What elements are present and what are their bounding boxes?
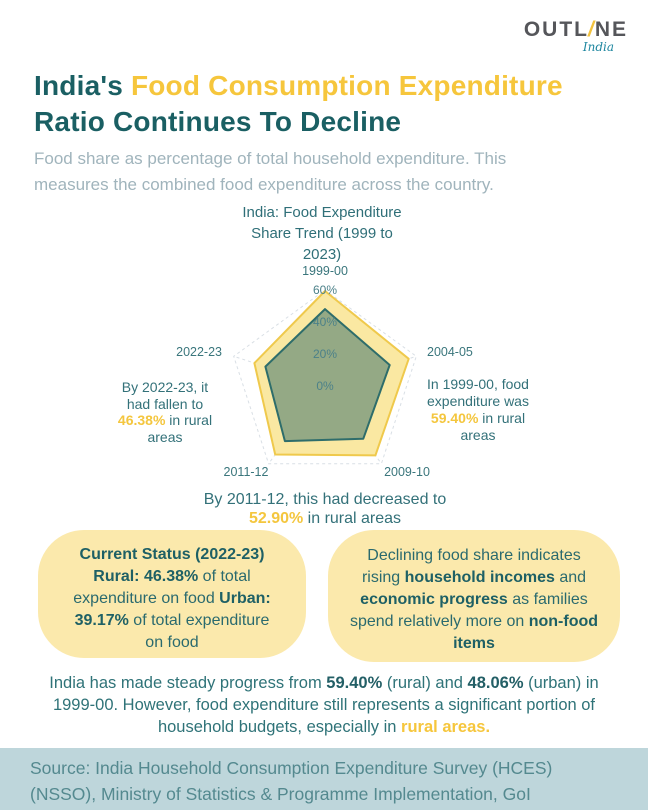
annotation-text: By 2022-23, it had fallen to [121,379,209,412]
radar-tick-label: 60% [313,283,337,297]
axis-label-1999-00: 1999-00 [302,264,348,278]
brand-logo: OUTL/NE India [524,18,628,54]
radar-svg: 60% 40% 20% 0% [233,283,417,465]
radar-chart: 60% 40% 20% 0% 1999-00 2004-05 2009-10 2011… [155,262,495,494]
logo-word-start: OUTL [523,18,589,41]
radar-series-urban [264,308,391,443]
summary-highlight: rural areas. [401,718,491,736]
summary-bold: 59.40% [326,674,383,692]
insight-text: and [554,569,587,586]
annotation-value: 59.40% [430,410,479,426]
annotation-value: 52.90% [248,510,304,527]
current-status-heading: Current Status (2022-23) [79,546,265,563]
urban-value: Urban: 39.17% [74,590,271,629]
summary-bold: 48.06% [467,674,524,692]
annotation-value: 46.38% [117,412,166,428]
logo-subtext: India [582,40,614,54]
summary-text: (rural) and [382,674,468,692]
axis-label-2022-23: 2022-23 [176,345,222,359]
insight-bold: household incomes [404,569,555,586]
page-title-line2: Ratio Continues To Decline [34,106,402,137]
insight-bold: non-food items [453,613,599,652]
summary-paragraph: India has made steady progress from 59.4… [28,672,620,738]
rural-value: Rural: 46.38% [93,568,199,585]
annotation-text: in rural areas [460,410,526,443]
annotation-text: in rural areas [303,510,402,527]
source-text: Source: India Household Consumption Expe… [30,758,553,804]
radar-grid-ring [233,289,417,465]
page-title-line1: India's Food Consumption Expenditure [34,68,563,104]
radar-tick-label: 0% [316,379,334,393]
insight-bold: economic progress [360,591,508,608]
axis-label-2009-10: 2009-10 [384,465,430,479]
source-footer: Source: India Household Consumption Expe… [0,748,648,810]
annotation-1999-00: In 1999-00, food expenditure was 59.40% … [422,376,534,444]
axis-label-2011-12: 2011-12 [223,465,269,479]
chart-title: India: Food Expenditure Share Trend (199… [242,204,402,263]
title-segment-yellow: Food Consumption Expenditure [130,70,563,101]
logo-wordmark: OUTL/NE [524,18,628,42]
current-status-card: Current Status (2022-23) Rural: 46.38% o… [38,530,306,658]
rural-text: of total expenditure on food [73,568,251,607]
insight-text: Declining food share indicates rising [361,547,581,586]
axis-label-2004-05: 2004-05 [427,345,473,359]
summary-text: India has made steady progress from [49,674,327,692]
logo-word-end: NE [594,18,628,41]
annotation-text: In 1999-00, food expenditure was [427,376,529,409]
radar-tick-label: 20% [313,347,337,361]
logo-slash-icon: / [587,18,596,41]
radar-tick-label: 40% [313,315,337,329]
annotation-2011-12: By 2011-12, this had decreased to 52.90%… [185,490,465,528]
insight-card: Declining food share indicates rising ho… [328,530,620,662]
annotation-text: By 2011-12, this had decreased to [203,491,447,508]
title-segment-teal: India's [34,70,131,101]
urban-text: of total expenditure on food [128,612,270,651]
insight-text: as families spend relatively more on [349,591,588,630]
page-title: India's Food Consumption Expenditure Rat… [34,68,563,140]
annotation-2022-23: By 2022-23, it had fallen to 46.38% in r… [113,379,217,445]
summary-text: (urban) in 1999-00. However, food expend… [52,674,599,736]
page-subtitle: Food share as percentage of total househ… [34,149,507,194]
annotation-text: in rural areas [147,412,213,445]
